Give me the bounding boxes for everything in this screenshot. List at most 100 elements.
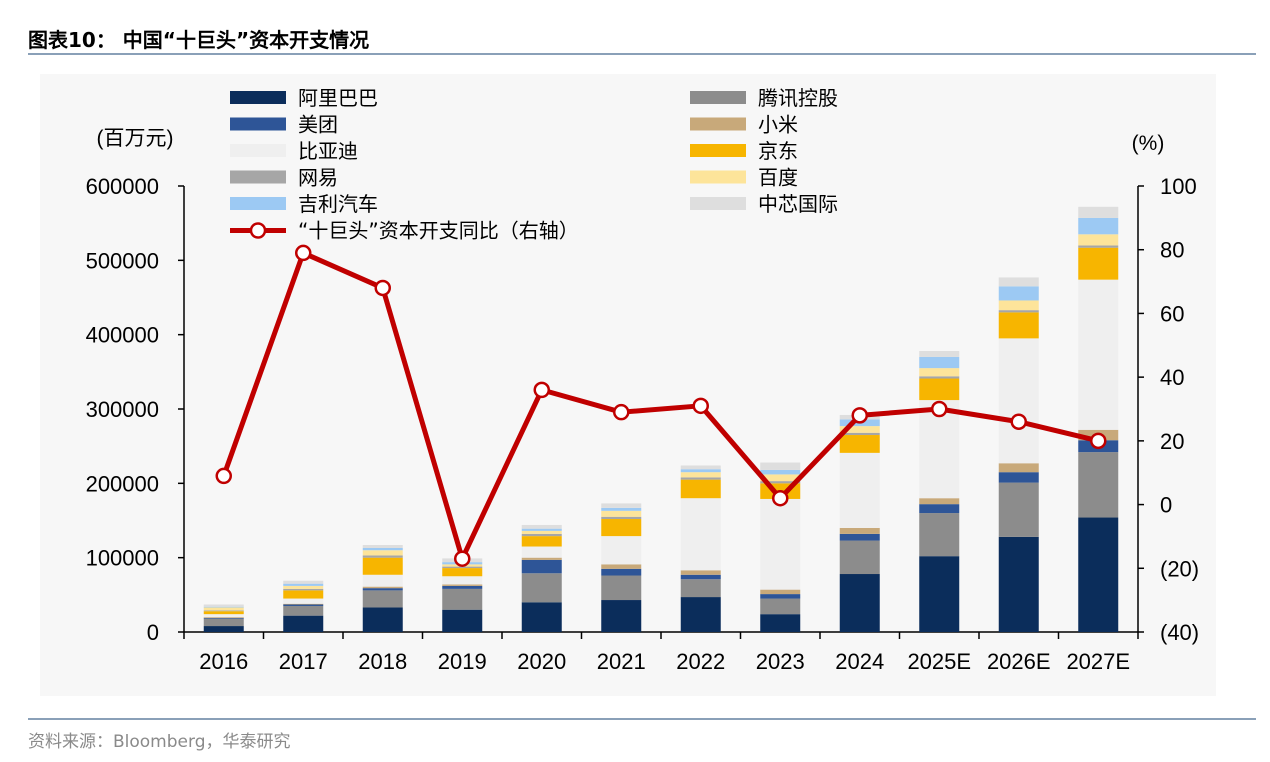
- bar-segment: [919, 504, 960, 514]
- bar-segment: [760, 481, 801, 484]
- bar-segment: [283, 604, 324, 606]
- legend-swatch: [230, 144, 286, 157]
- bar-segment: [919, 378, 960, 401]
- bar-segment: [680, 465, 721, 470]
- x-tick-label: 2020: [517, 649, 566, 674]
- x-tick-label: 2016: [199, 649, 248, 674]
- bar-segment: [998, 338, 1039, 464]
- legend-label: 比亚迪: [298, 139, 358, 163]
- bar-segment: [760, 474, 801, 482]
- bar-segment: [601, 564, 642, 569]
- bar-segment: [203, 626, 244, 632]
- yoy-point: [295, 244, 312, 262]
- legend-swatch: [230, 91, 286, 104]
- bar-segment: [998, 310, 1039, 313]
- left-tick-label: 100000: [86, 546, 159, 571]
- legend-swatch: [230, 197, 286, 210]
- bar-segment: [203, 611, 244, 615]
- bar-segment: [442, 584, 483, 586]
- bar-segment: [521, 573, 562, 603]
- bar-segment: [362, 607, 403, 632]
- bar-segment: [601, 516, 642, 520]
- bar-segment: [521, 536, 562, 547]
- bar-segment: [680, 570, 721, 575]
- legend-label: 百度: [758, 166, 798, 190]
- bar-segment: [1078, 206, 1119, 218]
- bar-segment: [919, 376, 960, 379]
- legend-label: 网易: [298, 166, 338, 190]
- bar-segment: [998, 536, 1039, 632]
- bar-segment: [1078, 217, 1119, 235]
- bar-segment: [203, 614, 244, 618]
- yoy-line-path: [221, 250, 1099, 562]
- yoy-point: [215, 467, 232, 485]
- legend-label: 中芯国际: [758, 192, 838, 216]
- right-tick-label: 20: [1160, 429, 1184, 454]
- bar-segment: [680, 579, 721, 598]
- bar-segment: [283, 585, 324, 589]
- bar-segment: [521, 528, 562, 531]
- yoy-point: [1090, 432, 1107, 450]
- bar-segment: [1078, 245, 1119, 248]
- stacked-bars: [203, 206, 1119, 632]
- bar-segment: [760, 469, 801, 475]
- yoy-point: [454, 550, 471, 567]
- bar-segment: [760, 498, 801, 590]
- legend-label: 京东: [758, 139, 798, 163]
- bar-segment: [521, 524, 562, 529]
- bar-segment: [362, 588, 403, 591]
- right-tick-label: 40: [1160, 365, 1184, 390]
- x-tick-label: 2021: [597, 649, 646, 674]
- x-tick-label: 2017: [279, 649, 328, 674]
- legend-swatch: [230, 117, 286, 131]
- bar-segment: [283, 605, 324, 616]
- bar-segment: [203, 618, 244, 627]
- bar-segment: [760, 594, 801, 599]
- bar-segment: [998, 286, 1039, 301]
- bar-segment: [521, 530, 562, 534]
- bar-segment: [839, 452, 880, 528]
- source-note: 资料来源：Bloomberg，华泰研究: [28, 732, 291, 752]
- bar-segment: [839, 533, 880, 541]
- legend-label: “十巨头”资本开支同比（右轴）: [298, 219, 579, 243]
- bar-segment: [680, 477, 721, 480]
- bar-segment: [203, 610, 244, 612]
- axes: 0 100000 200000 300000 400000 500000 600000 (40…: [86, 127, 1200, 674]
- bar-segment: [521, 546, 562, 558]
- left-tick-label: 500000: [86, 248, 159, 273]
- legend-label: 腾讯控股: [758, 86, 838, 110]
- title-divider: [28, 53, 1256, 55]
- bar-segment: [283, 580, 324, 584]
- yoy-point: [613, 403, 630, 421]
- bar-segment: [1078, 234, 1119, 246]
- bar-segment: [601, 519, 642, 537]
- bar-segment: [203, 607, 244, 611]
- bar-segment: [442, 588, 483, 610]
- yoy-point: [772, 489, 789, 507]
- bar-segment: [442, 576, 483, 585]
- bar-segment: [760, 614, 801, 632]
- left-tick-label: 200000: [86, 471, 159, 496]
- bar-segment: [680, 574, 721, 580]
- bar-segment: [919, 351, 960, 357]
- x-tick-label: 2024: [835, 649, 884, 674]
- legend-swatch: [690, 170, 746, 184]
- x-tick-label: 2019: [438, 649, 487, 674]
- right-tick-label: (20): [1160, 556, 1199, 581]
- bar-segment: [203, 606, 244, 608]
- bar-segment: [442, 568, 483, 577]
- bar-segment: [998, 472, 1039, 483]
- bar-segment: [919, 513, 960, 557]
- bar-segment: [760, 598, 801, 615]
- bar-segment: [362, 574, 403, 587]
- yoy-point: [1010, 413, 1027, 430]
- bar-segment: [203, 617, 244, 619]
- bar-segment: [362, 555, 403, 558]
- bar-segment: [283, 598, 324, 604]
- bar-segment: [1078, 279, 1119, 430]
- legend-swatch: [690, 197, 746, 210]
- bar-segment: [998, 482, 1039, 537]
- bar-segment: [601, 575, 642, 601]
